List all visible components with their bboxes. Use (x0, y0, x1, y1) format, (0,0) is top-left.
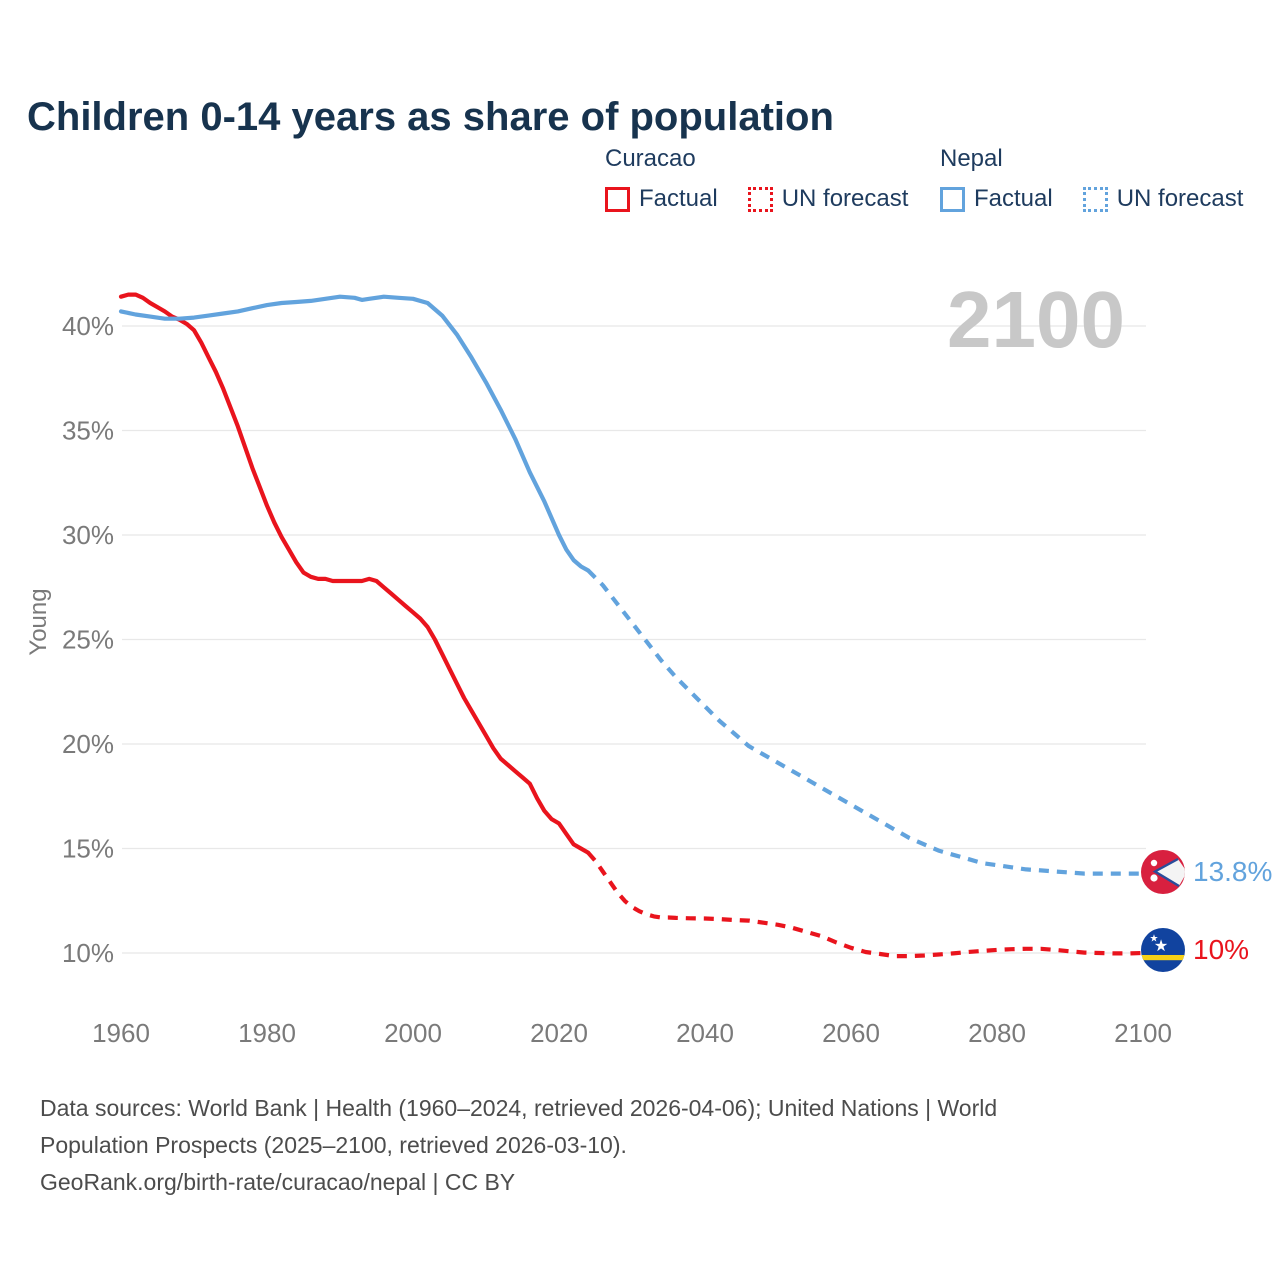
series-line-curacao-factual (118, 292, 591, 855)
legend-label: Factual (639, 185, 718, 212)
legend-item-nepal-forecast[interactable]: UN forecast (1082, 185, 1244, 213)
nepal-flag-icon (1141, 850, 1185, 894)
y-tick-label: 10% (62, 938, 114, 968)
x-axis-tick-labels: 1960 1980 2000 2020 2040 2060 2080 2100 (92, 1018, 1172, 1048)
x-tick-label: 2000 (384, 1018, 442, 1048)
footer-line-3: GeoRank.org/birth-rate/curacao/nepal | C… (40, 1169, 516, 1195)
legend-label: UN forecast (1116, 185, 1244, 212)
y-axis-title: Young (25, 588, 52, 655)
series-line-nepal-un-forecast (586, 569, 1143, 876)
series-end-label-curacao: ★ ★ 10% (1141, 928, 1249, 972)
curacao-end-value: 10% (1193, 934, 1250, 965)
y-axis-tick-labels: 40% 35% 30% 25% 20% 15% 10% (62, 311, 114, 968)
series-line-curacao-un-forecast (586, 851, 1144, 959)
svg-text:★: ★ (1154, 936, 1168, 955)
watermark-year: 2100 (947, 275, 1125, 364)
x-tick-label: 2060 (822, 1018, 880, 1048)
legend-country-nepal: Nepal (940, 145, 1003, 172)
x-tick-label: 1960 (92, 1018, 150, 1048)
nepal-end-value: 13.8% (1193, 856, 1273, 887)
data-series-lines (118, 292, 1144, 959)
legend-label: UN forecast (781, 185, 909, 212)
x-tick-label: 2100 (1114, 1018, 1172, 1048)
legend-item-curacao-forecast[interactable]: UN forecast (747, 185, 909, 213)
nepal-forecast-swatch-icon (1082, 186, 1108, 212)
legend-item-curacao-factual[interactable]: Factual (605, 185, 718, 213)
series-line-nepal-factual (118, 294, 591, 573)
y-tick-label: 20% (62, 729, 114, 759)
legend-label: Factual (974, 185, 1053, 212)
y-tick-label: 25% (62, 625, 114, 655)
gridlines (122, 325, 1146, 954)
series-end-label-nepal: 13.8% (1141, 850, 1272, 894)
legend-country-curacao: Curacao (605, 145, 696, 172)
nepal-factual-swatch-icon (940, 186, 965, 212)
curacao-flag-icon: ★ ★ (1141, 928, 1185, 972)
x-tick-label: 2080 (968, 1018, 1026, 1048)
y-tick-label: 30% (62, 520, 114, 550)
data-sources-footer: Data sources: World Bank | Health (1960–… (40, 1090, 997, 1201)
x-tick-label: 2020 (530, 1018, 588, 1048)
y-tick-label: 15% (62, 834, 114, 864)
page-title: Children 0-14 years as share of populati… (27, 94, 834, 139)
footer-line-2: Population Prospects (2025–2100, retriev… (40, 1132, 627, 1158)
y-tick-label: 40% (62, 311, 114, 341)
x-tick-label: 1980 (238, 1018, 296, 1048)
curacao-factual-swatch-icon (605, 186, 630, 212)
x-tick-label: 2040 (676, 1018, 734, 1048)
legend-group-nepal: Nepal Factual UN forecast (940, 145, 1243, 213)
footer-line-1: Data sources: World Bank | Health (1960–… (40, 1095, 998, 1121)
svg-text:★: ★ (1150, 933, 1159, 944)
legend-item-nepal-factual[interactable]: Factual (940, 185, 1053, 213)
legend-group-curacao: Curacao Factual UN forecast (605, 145, 908, 213)
curacao-forecast-swatch-icon (747, 186, 773, 212)
y-tick-label: 35% (62, 416, 114, 446)
